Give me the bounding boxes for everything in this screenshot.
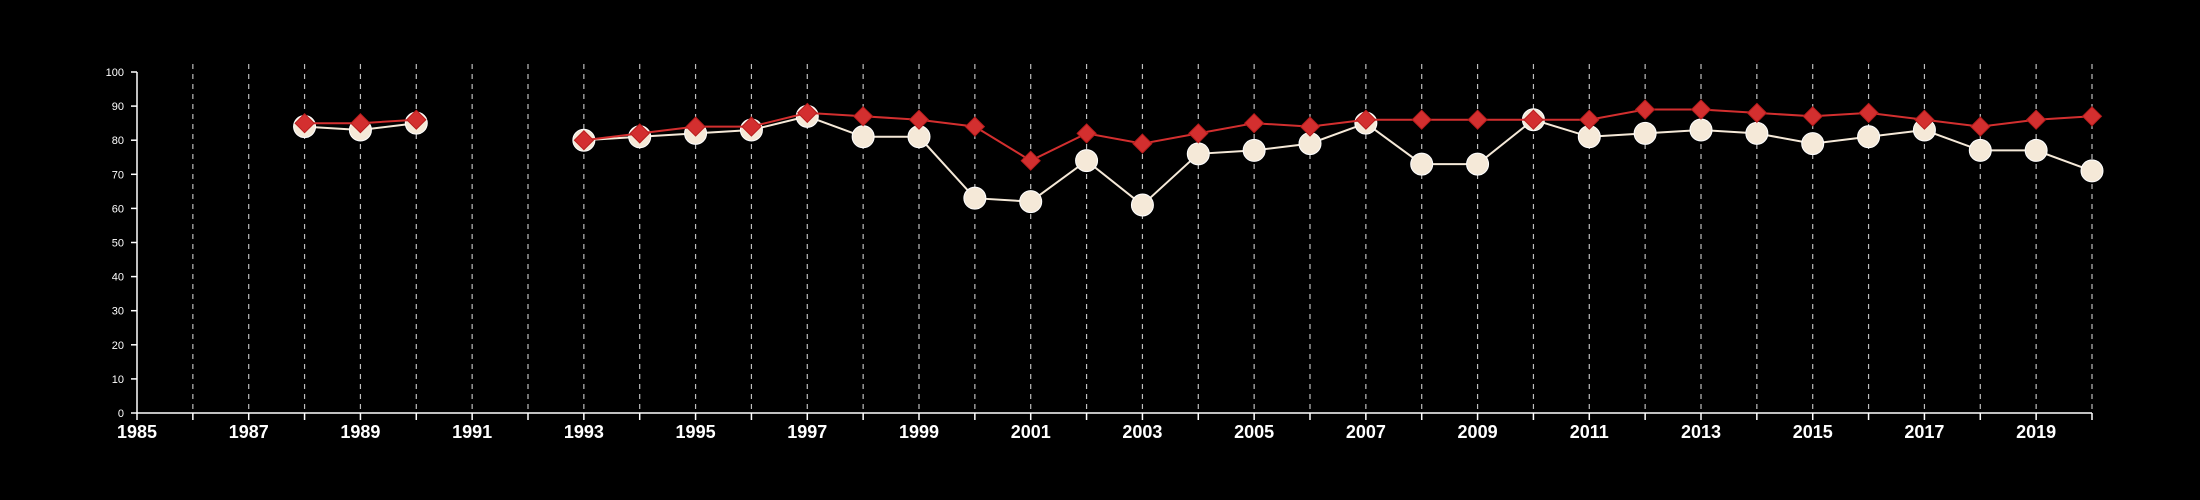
point-diamond-2015 <box>1802 106 1823 127</box>
point-diamond-2007 <box>1355 109 1377 130</box>
point-circle-2002 <box>1075 149 1099 173</box>
point-circle-2014 <box>1745 121 1769 145</box>
x-tick-label-2019: 2019 <box>2016 422 2056 442</box>
point-diamond-2002 <box>1076 123 1097 144</box>
point-circle-2005 <box>1242 138 1266 162</box>
y-tick-label-70: 70 <box>112 169 124 181</box>
x-tick-label-1991: 1991 <box>452 422 492 442</box>
point-circle-2004 <box>1186 142 1210 166</box>
point-diamond-2014 <box>1746 102 1768 124</box>
point-diamond-1989 <box>350 112 371 134</box>
point-circle-2018 <box>1968 138 1992 162</box>
point-circle-2012 <box>1633 121 1657 145</box>
point-circle-2001 <box>1019 190 1043 214</box>
x-tick-label-1993: 1993 <box>564 422 604 442</box>
point-circle-2016 <box>1857 125 1881 149</box>
y-tick-label-100: 100 <box>106 67 124 79</box>
point-diamond-1995 <box>685 116 706 137</box>
point-diamond-2010 <box>1523 109 1544 130</box>
point-diamond-2013 <box>1690 99 1712 120</box>
point-diamond-1997 <box>797 102 818 124</box>
y-tick-label-30: 30 <box>112 306 124 318</box>
series-2-line-2 <box>583 115 2093 207</box>
point-diamond-2019 <box>2025 109 2047 130</box>
point-diamond-2018 <box>1970 116 1991 137</box>
point-diamond-2008 <box>1411 109 1432 130</box>
x-tick-label-1999: 1999 <box>899 422 939 442</box>
point-circle-2020 <box>2080 159 2104 183</box>
point-circle-2013 <box>1689 118 1713 142</box>
grid-lines <box>192 64 2093 413</box>
point-diamond-2016 <box>1858 102 1879 124</box>
x-tick-label-1985: 1985 <box>117 422 157 442</box>
point-diamond-2017 <box>1914 109 1935 130</box>
x-tick-label-2015: 2015 <box>1793 422 1833 442</box>
point-diamond-2011 <box>1579 109 1600 130</box>
point-diamond-2000 <box>964 116 986 137</box>
point-diamond-1994 <box>629 123 650 144</box>
point-diamond-2006 <box>1299 116 1321 137</box>
y-tick-label-80: 80 <box>112 135 124 147</box>
y-tick-label-90: 90 <box>112 101 124 113</box>
point-diamond-2003 <box>1132 133 1153 154</box>
point-diamond-1993 <box>573 129 595 151</box>
point-diamond-2001 <box>1020 150 1041 171</box>
x-tick-label-2003: 2003 <box>1122 422 1162 442</box>
point-diamond-1998 <box>852 106 874 127</box>
point-diamond-2009 <box>1467 109 1488 130</box>
x-tick-label-2013: 2013 <box>1681 422 1721 442</box>
point-diamond-1996 <box>741 116 762 137</box>
y-tick-label-50: 50 <box>112 238 124 250</box>
point-circle-2015 <box>1801 132 1825 156</box>
axes: 0 10 20 30 40 50 60 70 80 90 100 1985 1987 1989 1991 19… <box>106 67 2093 442</box>
series-1-line-2 <box>583 108 2093 162</box>
x-tick-label-1995: 1995 <box>676 422 716 442</box>
point-diamond-2004 <box>1188 123 1209 144</box>
point-circle-1998 <box>851 125 875 149</box>
point-circle-2003 <box>1130 193 1154 217</box>
point-diamond-2005 <box>1243 112 1265 134</box>
series-2 <box>293 104 2104 217</box>
point-diamond-1999 <box>908 109 930 130</box>
x-tick-label-2017: 2017 <box>1904 422 1944 442</box>
point-diamond-1988 <box>294 112 315 134</box>
y-tick-label-40: 40 <box>112 272 124 284</box>
y-tick-label-0: 0 <box>118 408 124 420</box>
point-diamond-1990 <box>406 109 427 130</box>
point-circle-2009 <box>1466 152 1490 176</box>
point-diamond-2020 <box>2081 106 2103 127</box>
x-tick-label-2009: 2009 <box>1458 422 1498 442</box>
y-tick-label-10: 10 <box>112 374 124 386</box>
x-tick-label-1989: 1989 <box>340 422 380 442</box>
x-tick-label-1987: 1987 <box>229 422 269 442</box>
series-1 <box>294 99 2103 171</box>
x-tick-label-1997: 1997 <box>787 422 827 442</box>
y-tick-label-60: 60 <box>112 203 124 215</box>
x-tick-label-2007: 2007 <box>1346 422 1386 442</box>
data-series <box>293 99 2104 217</box>
y-tick-label-20: 20 <box>112 340 124 352</box>
point-circle-2019 <box>2024 138 2048 162</box>
x-tick-label-2005: 2005 <box>1234 422 1274 442</box>
point-circle-2000 <box>963 186 987 210</box>
point-circle-2008 <box>1410 152 1434 176</box>
x-tick-label-2001: 2001 <box>1011 422 1051 442</box>
x-tick-label-2011: 2011 <box>1570 422 1609 442</box>
point-diamond-2012 <box>1634 99 1656 120</box>
